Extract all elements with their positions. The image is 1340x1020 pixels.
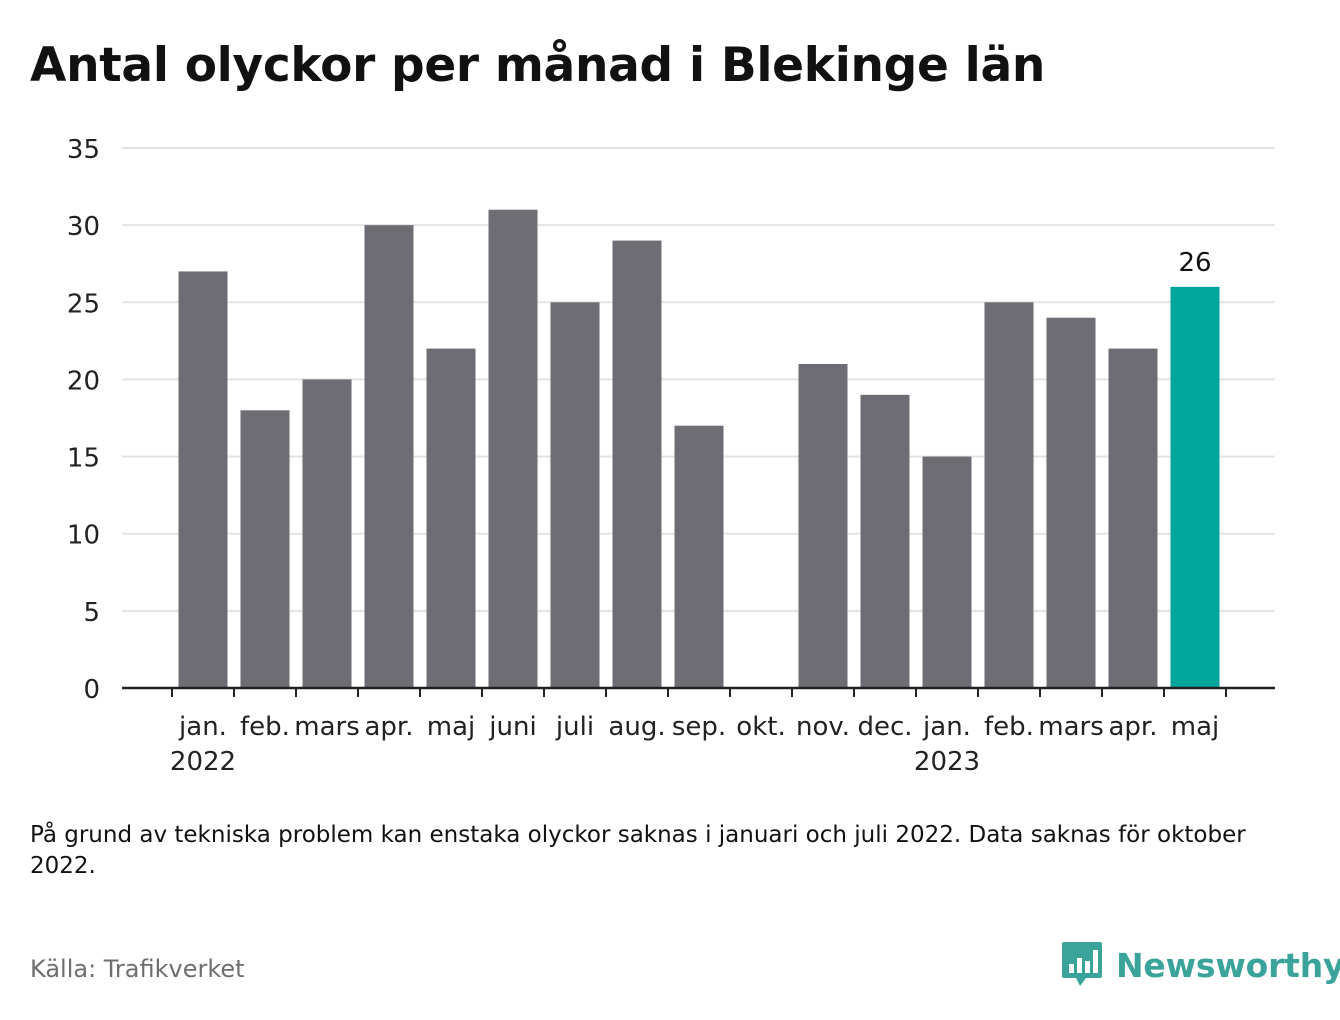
x-year-label: 2022 xyxy=(170,747,236,777)
bar xyxy=(860,394,910,688)
x-year-label: 2023 xyxy=(914,747,980,777)
source-label: Källa: Trafikverket xyxy=(30,955,245,983)
x-tick-label: feb. xyxy=(240,712,290,742)
x-axis xyxy=(122,686,1275,697)
footnote: På grund av tekniska problem kan enstaka… xyxy=(30,822,1246,879)
bar xyxy=(364,225,414,688)
value-label: 26 xyxy=(1178,248,1211,278)
x-tick-label: maj xyxy=(1171,712,1219,742)
y-tick-label: 35 xyxy=(67,135,100,165)
x-tick-label: jan. xyxy=(922,712,971,742)
bars xyxy=(178,209,1220,689)
bar xyxy=(488,209,538,688)
bar xyxy=(922,456,972,688)
y-axis-ticks: 0 5 10 15 20 25 30 35 xyxy=(67,135,100,705)
bar xyxy=(1046,317,1096,688)
x-tick-label: mars xyxy=(1038,712,1104,742)
x-tick-label: maj xyxy=(427,712,475,742)
x-tick-label: feb. xyxy=(984,712,1034,742)
x-tick-label: jan. xyxy=(178,712,227,742)
bar xyxy=(798,364,848,688)
x-tick-label: apr. xyxy=(364,712,413,742)
y-tick-label: 20 xyxy=(67,366,100,396)
bar xyxy=(612,240,662,689)
bar xyxy=(550,302,600,688)
bar xyxy=(984,302,1034,688)
x-tick-label: okt. xyxy=(736,712,785,742)
bar xyxy=(1170,286,1220,688)
x-tick-label: juni xyxy=(488,712,536,742)
y-tick-label: 0 xyxy=(83,675,100,705)
y-tick-label: 15 xyxy=(67,444,100,474)
bar-chart-speech-bubble-icon xyxy=(1062,942,1102,986)
bar xyxy=(302,379,352,688)
y-tick-label: 30 xyxy=(67,212,100,242)
x-tick-label: juli xyxy=(555,712,594,742)
x-tick-label: dec. xyxy=(857,712,912,742)
x-tick-label: mars xyxy=(294,712,360,742)
y-tick-label: 5 xyxy=(83,598,100,628)
bar xyxy=(426,348,476,688)
newsworthy-logo: Newsworthy xyxy=(1060,940,1340,990)
chart-title: Antal olyckor per månad i Blekinge län xyxy=(30,38,1046,93)
bar xyxy=(674,425,724,688)
y-tick-label: 25 xyxy=(67,289,100,319)
value-labels: 26 xyxy=(1178,248,1211,278)
y-tick-label: 10 xyxy=(67,521,100,551)
x-tick-label: nov. xyxy=(796,712,850,742)
bar xyxy=(240,410,290,688)
x-tick-label: sep. xyxy=(672,712,726,742)
x-tick-label: apr. xyxy=(1108,712,1157,742)
x-tick-label: aug. xyxy=(608,712,665,742)
brand-name: Newsworthy xyxy=(1116,945,1340,985)
bar xyxy=(1108,348,1158,688)
bar xyxy=(178,271,228,688)
